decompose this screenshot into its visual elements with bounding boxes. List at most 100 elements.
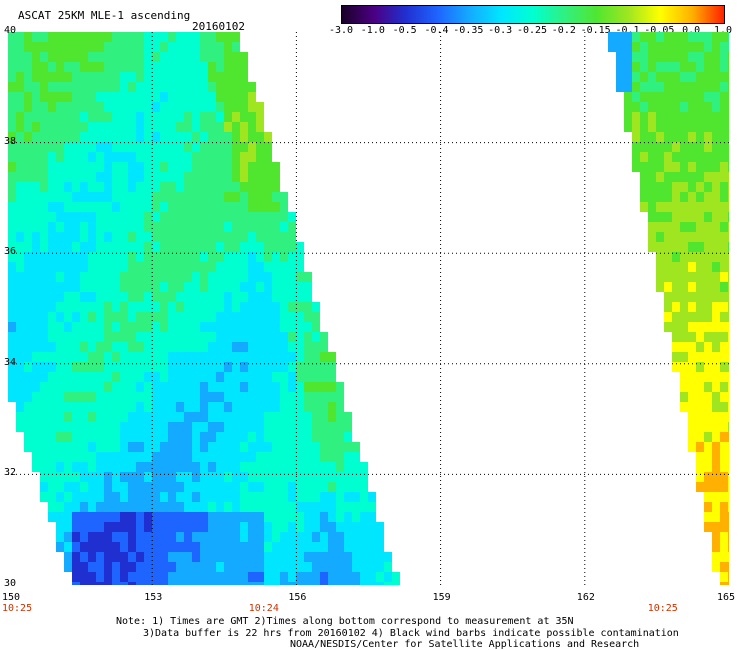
swath-cell (200, 562, 208, 572)
swath-cell (288, 572, 296, 582)
swath-cell (8, 222, 16, 232)
swath-cell (112, 412, 120, 422)
swath-cell (96, 392, 104, 402)
swath-cell (624, 122, 632, 132)
swath-cell (80, 122, 88, 132)
swath-cell (648, 122, 656, 132)
swath-cell (200, 172, 208, 182)
swath-cell (728, 182, 729, 192)
swath-cell (144, 282, 152, 292)
swath-cell (296, 362, 304, 372)
swath-cell (256, 522, 264, 532)
swath-cell (136, 292, 144, 302)
swath-cell (144, 392, 152, 402)
swath-cell (192, 332, 200, 342)
swath-cell (264, 212, 272, 222)
swath-cell (176, 382, 184, 392)
swath-cell (184, 512, 192, 522)
swath-cell (176, 222, 184, 232)
swath-cell (224, 312, 232, 322)
swath-cell (136, 32, 144, 42)
swath-cell (672, 52, 680, 62)
swath-cell (96, 542, 104, 552)
swath-cell (224, 522, 232, 532)
swath-cell (304, 312, 312, 322)
swath-cell (64, 522, 72, 532)
swath-cell (176, 472, 184, 482)
swath-cell (232, 462, 240, 472)
swath-cell (136, 112, 144, 122)
swath-cell (32, 82, 40, 92)
swath-cell (296, 302, 304, 312)
swath-cell (16, 322, 24, 332)
swath-cell (656, 112, 664, 122)
swath-cell (272, 242, 280, 252)
swath-cell (336, 562, 344, 572)
swath-cell (152, 572, 160, 582)
swath-cell (312, 402, 320, 412)
swath-cell (320, 402, 328, 412)
swath-cell (112, 382, 120, 392)
swath-cell (152, 62, 160, 72)
swath-cell (184, 462, 192, 472)
swath-cell (304, 452, 312, 462)
swath-cell (136, 402, 144, 412)
swath-cell (704, 522, 712, 532)
swath-cell (296, 382, 304, 392)
swath-cell (296, 262, 304, 272)
swath-cell (192, 112, 200, 122)
swath-cell (296, 412, 304, 422)
swath-cell (680, 282, 688, 292)
swath-cell (232, 272, 240, 282)
swath-cell (280, 342, 288, 352)
swath-cell (24, 42, 32, 52)
swath-cell (256, 222, 264, 232)
swath-cell (304, 292, 312, 302)
swath-cell (160, 522, 168, 532)
swath-cell (96, 252, 104, 262)
swath-cell (632, 62, 640, 72)
swath-cell (224, 92, 232, 102)
swath-cell (336, 502, 344, 512)
swath-cell (120, 412, 128, 422)
swath-cell (160, 322, 168, 332)
swath-cell (120, 122, 128, 132)
swath-cell (72, 42, 80, 52)
swath-cell (8, 262, 16, 272)
swath-cell (96, 582, 104, 585)
swath-cell (56, 182, 64, 192)
swath-cell (248, 442, 256, 452)
swath-cell (712, 482, 720, 492)
swath-cell (656, 92, 664, 102)
swath-cell (208, 452, 216, 462)
swath-cell (176, 282, 184, 292)
swath-cell (240, 462, 248, 472)
swath-cell (168, 482, 176, 492)
swath-cell (144, 232, 152, 242)
swath-cell (136, 472, 144, 482)
swath-cell (32, 252, 40, 262)
swath-cell (280, 582, 288, 585)
swath-cell (104, 32, 112, 42)
swath-cell (160, 312, 168, 322)
swath-cell (48, 352, 56, 362)
swath-cell (152, 472, 160, 482)
swath-cell (616, 52, 624, 62)
swath-cell (192, 82, 200, 92)
swath-cell (624, 52, 632, 62)
swath-cell (640, 72, 648, 82)
swath-cell (296, 242, 304, 252)
swath-cell (656, 242, 664, 252)
swath-cell (16, 362, 24, 372)
swath-cell (256, 272, 264, 282)
swath-cell (288, 272, 296, 282)
swath-cell (248, 532, 256, 542)
swath-cell (160, 132, 168, 142)
swath-cell (144, 582, 152, 585)
swath-cell (24, 272, 32, 282)
swath-cell (312, 542, 320, 552)
swath-cell (64, 272, 72, 282)
swath-cell (136, 502, 144, 512)
swath-cell (312, 522, 320, 532)
swath-cell (32, 222, 40, 232)
